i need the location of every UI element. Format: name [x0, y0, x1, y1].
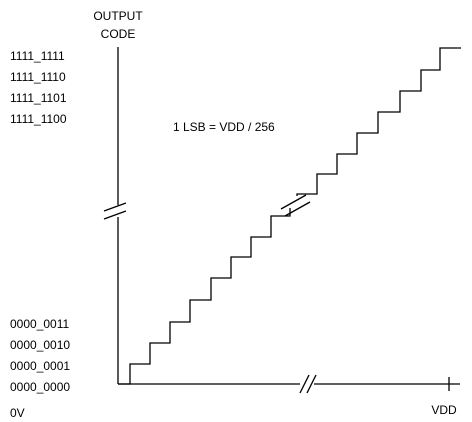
- code-label-top-3: 1111_1100: [10, 112, 67, 126]
- code-label-bottom-2: 0000_0001: [10, 359, 70, 373]
- code-label-top-0: 1111_1111: [10, 49, 65, 63]
- staircase-upper: [296, 47, 461, 196]
- code-label-bottom-0: 0000_0011: [10, 317, 70, 331]
- code-label-top-2: 1111_1101: [10, 91, 67, 105]
- x-axis-break-mark: [299, 374, 317, 394]
- staircase-lower: [118, 208, 291, 385]
- staircase-break-mark: [280, 194, 311, 217]
- code-label-bottom-3: 0000_0000: [10, 380, 70, 394]
- code-label-top-1: 1111_1110: [10, 70, 66, 84]
- y-axis-title-line2: CODE: [101, 27, 136, 41]
- lsb-annotation: 1 LSB = VDD / 256: [173, 120, 275, 134]
- y-axis-title-line1: OUTPUT: [93, 9, 143, 23]
- x-axis-start-label: 0V: [10, 406, 25, 420]
- y-axis-break-mark: [103, 202, 127, 220]
- code-label-bottom-1: 0000_0010: [10, 338, 70, 352]
- x-axis-end-label: VDD: [431, 403, 457, 417]
